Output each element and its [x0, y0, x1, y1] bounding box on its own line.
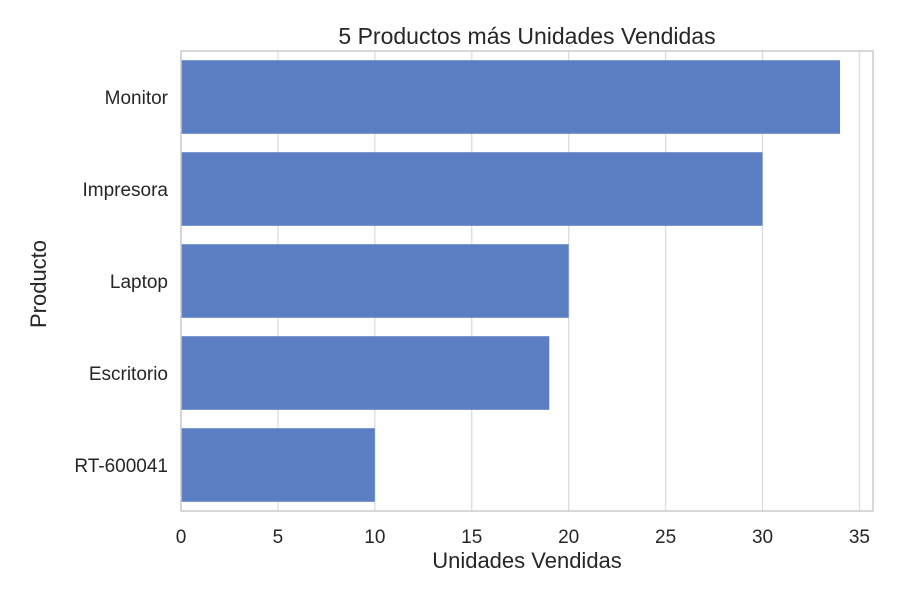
x-tick-label: 5 [273, 527, 284, 548]
y-tick-labels: Monitor Impresora Laptop Escritorio RT-60004… [74, 88, 168, 477]
y-tick-label: RT-600041 [74, 456, 168, 477]
y-tick-label: Impresora [82, 180, 168, 201]
bar-layer [181, 60, 841, 502]
y-tick-label: Escritorio [89, 364, 168, 385]
x-tick-label: 25 [655, 527, 676, 548]
y-tick-label: Monitor [105, 88, 169, 109]
plot-frame [180, 50, 874, 512]
x-tick-label: 20 [558, 527, 579, 548]
bar [181, 336, 550, 410]
x-tick-label: 10 [364, 527, 385, 548]
x-tick-label: 0 [176, 527, 187, 548]
y-tick-label: Laptop [110, 272, 168, 293]
bar [181, 152, 763, 226]
bar [181, 428, 375, 502]
chart-title: 5 Productos más Unidades Vendidas [338, 23, 715, 49]
bar [181, 244, 569, 318]
x-axis-title: Unidades Vendidas [432, 548, 622, 573]
x-tick-label: 30 [752, 527, 773, 548]
bar [181, 60, 841, 134]
y-axis-title: Producto [26, 240, 51, 328]
x-tick-label: 35 [849, 527, 870, 548]
x-tick-labels: 0 5 10 15 20 25 30 35 [176, 527, 870, 548]
x-tick-label: 15 [461, 527, 482, 548]
